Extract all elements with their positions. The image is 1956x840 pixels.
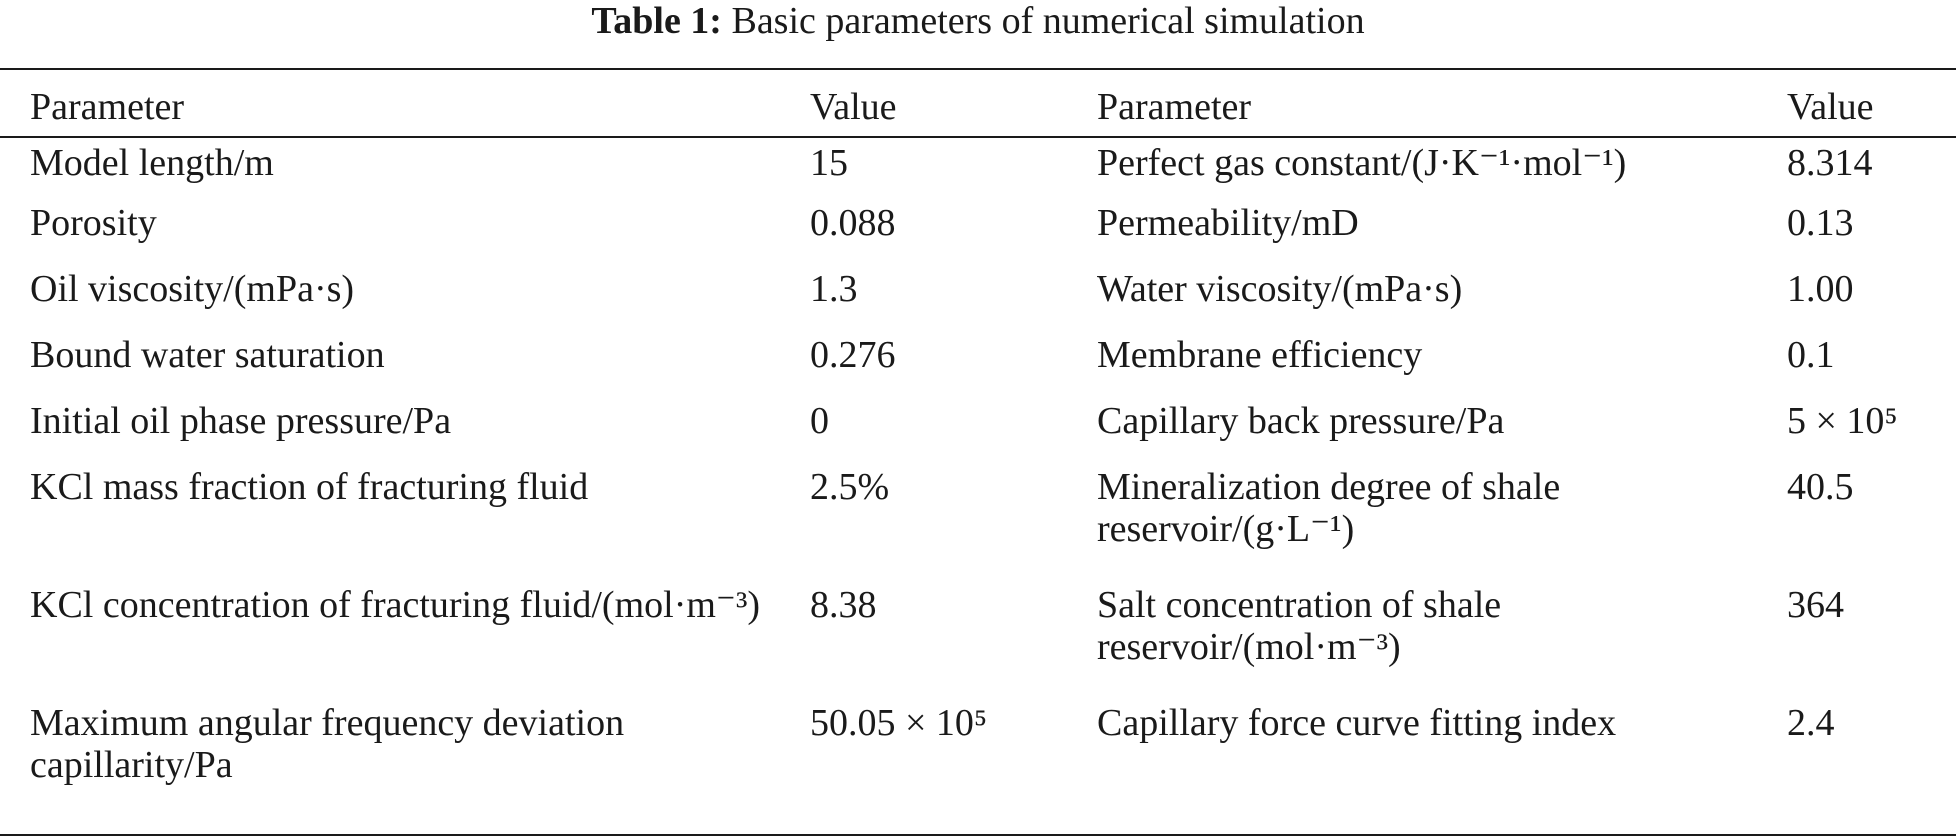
value-right-cell: 2.4 [1787,702,1835,744]
table-row: Porosity 0.088 Permeability/mD 0.13 [0,202,1956,268]
table-header-row: Parameter Value Parameter Value [0,70,1956,136]
table-row: Model length/m 15 Perfect gas constant/(J·… [0,136,1956,202]
value-right-cell: 5 × 10⁵ [1787,400,1898,442]
value-left-cell: 0 [810,400,829,442]
table-caption: Table 1: Basic parameters of numerical s… [0,0,1956,52]
param-left-cell: Initial oil phase pressure/Pa [30,400,452,442]
table-header-rule [0,136,1956,138]
param-left-cell: KCl concentration of fracturing fluid/(m… [30,584,761,626]
param-left-cell: KCl mass fraction of fracturing fluid [30,466,589,508]
table-caption-label: Table 1: [591,0,722,42]
value-left-cell: 0.088 [810,202,896,244]
value-left-cell: 8.38 [810,584,877,626]
param-left-cell: Maximum angular frequency deviation capi… [30,702,625,786]
value-left-cell: 15 [810,142,848,184]
param-right-cell: Capillary back pressure/Pa [1097,400,1505,442]
param-left-cell: Porosity [30,202,157,244]
value-left-cell: 1.3 [810,268,858,310]
table-row: Oil viscosity/(mPa·s) 1.3 Water viscosity/… [0,268,1956,334]
value-right-cell: 40.5 [1787,466,1854,508]
value-right-cell: 8.314 [1787,142,1873,184]
param-left-cell: Model length/m [30,142,274,184]
table-row: Maximum angular frequency deviation capi… [0,702,1956,820]
table-row: Bound water saturation 0.276 Membrane effi… [0,334,1956,400]
value-right-cell: 1.00 [1787,268,1854,310]
header-parameter-left: Parameter [30,86,185,128]
table-bottom-rule [0,834,1956,836]
param-right-cell: Membrane efficiency [1097,334,1423,376]
value-right-cell: 0.13 [1787,202,1854,244]
param-right-cell: Water viscosity/(mPa·s) [1097,268,1463,310]
table-row: KCl mass fraction of fracturing fluid 2.5… [0,466,1956,584]
header-value-right: Value [1787,86,1874,128]
value-right-cell: 364 [1787,584,1844,626]
param-right-cell: Capillary force curve fitting index [1097,702,1617,744]
param-right-cell: Mineralization degree of shale reservoir… [1097,466,1561,550]
value-right-cell: 0.1 [1787,334,1835,376]
param-right-cell: Perfect gas constant/(J·K⁻¹·mol⁻¹) [1097,142,1627,184]
table-caption-title: Basic parameters of numerical simulation [731,0,1365,42]
parameters-table: Parameter Value Parameter Value Model le… [0,70,1956,820]
value-left-cell: 0.276 [810,334,896,376]
value-left-cell: 50.05 × 10⁵ [810,702,988,744]
table-body: Model length/m 15 Perfect gas constant/(J·… [0,136,1956,820]
param-left-cell: Oil viscosity/(mPa·s) [30,268,355,310]
header-value-left: Value [810,86,897,128]
table-row: Initial oil phase pressure/Pa 0 Capillary … [0,400,1956,466]
param-left-cell: Bound water saturation [30,334,385,376]
header-parameter-right: Parameter [1097,86,1252,128]
table-row: KCl concentration of fracturing fluid/(m… [0,584,1956,702]
value-left-cell: 2.5% [810,466,890,508]
param-right-cell: Salt concentration of shale reservoir/(m… [1097,584,1502,668]
table-top-rule [0,68,1956,70]
param-right-cell: Permeability/mD [1097,202,1359,244]
